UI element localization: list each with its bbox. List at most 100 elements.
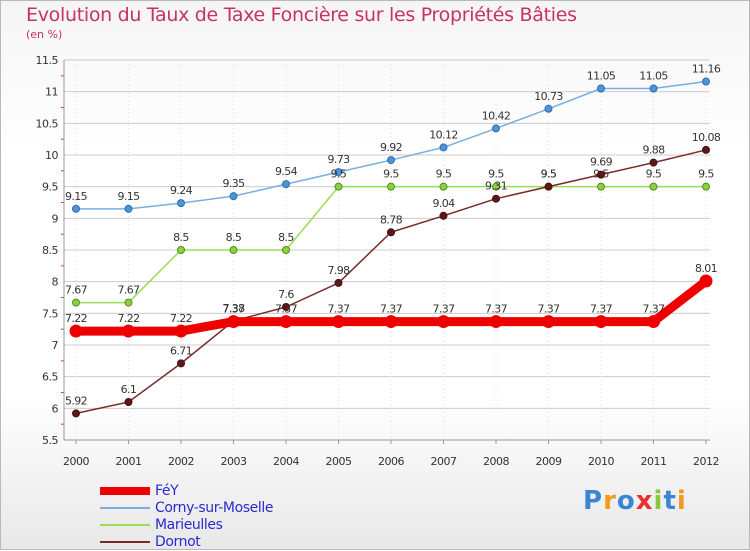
data-point bbox=[702, 182, 710, 191]
data-point bbox=[72, 409, 80, 418]
chart-title: Evolution du Taux de Taxe Foncière sur l… bbox=[26, 4, 577, 26]
data-label: 5.92 bbox=[65, 394, 87, 407]
data-point bbox=[702, 77, 710, 86]
data-label: 7.22 bbox=[65, 312, 87, 325]
data-label: 9.5 bbox=[436, 168, 452, 181]
data-point bbox=[439, 143, 448, 152]
data-label: 9.5 bbox=[646, 168, 662, 181]
data-point bbox=[647, 315, 660, 329]
logo-letter: i bbox=[676, 486, 687, 516]
x-tick-label: 2002 bbox=[168, 455, 194, 468]
y-tick-label: 6.5 bbox=[42, 371, 58, 384]
data-point bbox=[384, 315, 398, 329]
legend-label: Corny-sur-Moselle bbox=[155, 500, 274, 516]
data-point bbox=[594, 315, 608, 329]
x-tick-label: 2012 bbox=[693, 455, 719, 468]
data-label: 9.5 bbox=[331, 168, 347, 181]
data-label: 7.37 bbox=[222, 303, 245, 316]
data-point bbox=[544, 182, 553, 191]
data-point bbox=[332, 315, 345, 329]
y-tick-label: 9.5 bbox=[42, 181, 58, 194]
series-marieulles: 7.677.678.58.58.59.59.59.59.59.59.59.59.… bbox=[65, 168, 715, 307]
data-point bbox=[649, 84, 658, 93]
data-point bbox=[227, 315, 240, 329]
data-point bbox=[699, 274, 713, 288]
data-label: 9.15 bbox=[117, 190, 140, 203]
data-point bbox=[702, 145, 710, 154]
data-point bbox=[72, 204, 80, 213]
y-axis-unit-label: (en %) bbox=[26, 28, 63, 41]
data-point bbox=[334, 182, 343, 191]
data-point bbox=[544, 104, 553, 113]
data-label: 9.5 bbox=[541, 168, 557, 181]
series-corny-sur-moselle: 9.15 9.15 9.24 9.35 9.54 9.73 9.92 10.12 10.42 10… bbox=[65, 63, 721, 213]
data-point bbox=[122, 324, 135, 338]
data-point bbox=[597, 170, 605, 179]
y-tick-label: 7 bbox=[52, 339, 59, 352]
data-point bbox=[649, 182, 658, 191]
legend-swatch bbox=[100, 541, 150, 543]
data-label: 11.05 bbox=[587, 70, 616, 83]
data-point bbox=[279, 315, 293, 329]
data-point bbox=[387, 156, 395, 165]
data-point bbox=[124, 398, 133, 406]
data-label: 8.5 bbox=[226, 231, 242, 244]
y-tick-label: 11.5 bbox=[36, 54, 59, 67]
data-label: 8.01 bbox=[695, 262, 717, 275]
data-point bbox=[387, 182, 395, 191]
data-label: 7.37 bbox=[380, 303, 403, 316]
data-label: 10.73 bbox=[534, 90, 563, 103]
x-tick-label: 2007 bbox=[431, 455, 457, 468]
data-point bbox=[439, 182, 448, 191]
data-label: 9.73 bbox=[327, 153, 350, 166]
x-tick-label: 2004 bbox=[273, 455, 299, 468]
y-tick-label: 8.5 bbox=[42, 244, 58, 257]
data-label: 9.5 bbox=[383, 168, 399, 181]
proxiti-logo: Proxiti bbox=[583, 486, 687, 516]
data-label: 7.37 bbox=[327, 303, 350, 316]
data-label: 8.5 bbox=[173, 231, 189, 244]
data-point bbox=[334, 278, 343, 287]
data-label: 7.37 bbox=[590, 303, 613, 316]
data-point bbox=[174, 324, 188, 338]
legend-swatch bbox=[100, 507, 150, 509]
legend-label: Marieulles bbox=[155, 517, 223, 533]
data-point bbox=[124, 298, 133, 307]
logo-letter: i bbox=[653, 486, 664, 516]
logo-letter: t bbox=[663, 486, 677, 516]
data-point bbox=[492, 124, 500, 133]
data-label: 7.22 bbox=[117, 312, 139, 325]
data-point bbox=[72, 298, 80, 307]
data-label: 7.38 bbox=[222, 302, 245, 315]
logo-letter: P bbox=[583, 486, 604, 516]
x-tick-label: 2000 bbox=[63, 455, 89, 468]
y-tick-label: 10 bbox=[45, 149, 58, 162]
data-label: 7.67 bbox=[117, 284, 140, 297]
data-label: 7.37 bbox=[432, 303, 455, 316]
data-point bbox=[597, 182, 605, 191]
data-label: 9.88 bbox=[642, 144, 665, 157]
data-label: 7.37 bbox=[537, 303, 560, 316]
data-label: 11.05 bbox=[639, 70, 668, 83]
y-tick-label: 8 bbox=[52, 276, 59, 289]
legend-item: Corny-sur-Moselle bbox=[100, 500, 340, 517]
data-point bbox=[439, 211, 448, 220]
data-point bbox=[177, 359, 185, 368]
y-tick-label: 10.5 bbox=[36, 117, 59, 130]
legend-item: FéY bbox=[100, 483, 340, 500]
data-label: 9.5 bbox=[488, 168, 504, 181]
logo-letter: o bbox=[616, 486, 636, 516]
data-point bbox=[177, 246, 185, 254]
legend-item: Dornot bbox=[100, 534, 340, 551]
data-point bbox=[124, 204, 133, 213]
x-tick-label: 2006 bbox=[378, 455, 404, 468]
legend-label: Dornot bbox=[155, 534, 201, 550]
data-point bbox=[69, 324, 83, 338]
y-tick-label: 6 bbox=[52, 402, 59, 415]
data-point bbox=[437, 315, 450, 329]
data-point bbox=[489, 315, 503, 329]
y-tick-label: 11 bbox=[45, 86, 58, 99]
data-point bbox=[387, 228, 395, 237]
data-label: 9.92 bbox=[380, 141, 402, 154]
data-point bbox=[492, 194, 500, 203]
